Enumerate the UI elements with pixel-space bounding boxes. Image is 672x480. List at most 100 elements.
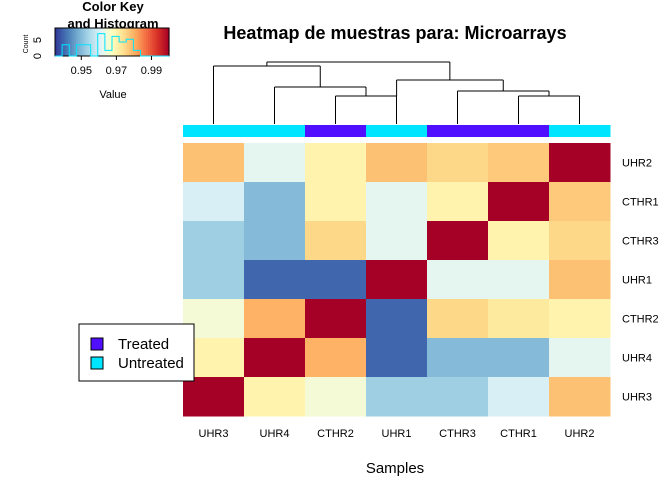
cell-uhr1-uhr3 (183, 260, 245, 300)
row-label-uhr1: UHR1 (622, 275, 652, 287)
color-key-swatch (60, 28, 64, 56)
color-key-swatch (106, 28, 109, 56)
cell-uhr2-uhr4 (244, 143, 306, 183)
color-key-swatch (146, 28, 149, 56)
column-dendrogram (213, 61, 580, 124)
color-key-swatch (85, 28, 88, 56)
cell-cthr3-cthr2 (305, 221, 367, 261)
cell-uhr3-cthr1 (488, 377, 550, 417)
color-key-swatch (153, 28, 157, 56)
color-key-tick-label: 0.95 (71, 65, 92, 77)
color-key-swatch (62, 28, 66, 56)
color-key-swatch (94, 28, 98, 56)
color-key-title-line1: Color Key (82, 0, 144, 14)
color-key-swatch (110, 28, 113, 56)
row-label-cthr3: CTHR3 (622, 236, 659, 248)
cell-cthr2-cthr3 (427, 299, 489, 339)
sample-group-colorbar (183, 125, 611, 137)
heatmap-cells (183, 143, 611, 417)
color-key-swatch (70, 28, 73, 56)
cell-uhr2-uhr3 (183, 143, 245, 183)
row-label-uhr2: UHR2 (622, 158, 652, 170)
row-label-uhr3: UHR3 (622, 392, 652, 404)
cell-cthr3-uhr3 (183, 221, 245, 261)
cell-cthr1-cthr3 (427, 182, 489, 222)
color-key-swatch (72, 28, 75, 56)
color-key-swatch (129, 28, 132, 56)
color-key-swatch (81, 28, 85, 56)
row-label-cthr2: CTHR2 (622, 314, 659, 326)
colorbar-cell-uhr3 (183, 125, 245, 137)
color-key-histogram-line (55, 33, 169, 57)
color-key-swatch (163, 28, 166, 56)
column-label-cthr2: CTHR2 (317, 428, 354, 440)
legend-swatch-treated (90, 337, 104, 351)
cell-uhr3-uhr3 (183, 377, 245, 417)
column-label-cthr3: CTHR3 (439, 428, 476, 440)
color-key-frame (54, 27, 170, 57)
color-key-swatch (77, 28, 81, 56)
color-key-swatch (132, 28, 136, 56)
cell-uhr2-cthr2 (305, 143, 367, 183)
color-key-swatch (115, 28, 119, 56)
color-key-swatch (102, 28, 105, 56)
color-key-swatch (159, 28, 162, 56)
column-label-uhr3: UHR3 (199, 428, 229, 440)
cell-uhr1-cthr1 (488, 260, 550, 300)
color-key-swatch (138, 28, 142, 56)
colorbar-cell-uhr4 (244, 125, 306, 137)
column-labels: UHR3 UHR4 CTHR2 UHR1 CTHR3 CTHR1 UHR2 (199, 428, 595, 440)
color-key-swatch (167, 28, 170, 56)
color-key-swatch (134, 28, 138, 56)
color-key-tick-label: 0.99 (141, 65, 162, 77)
cell-uhr3-uhr1 (366, 377, 428, 417)
color-key-swatch (157, 28, 161, 56)
color-key-y-tick-5: 5 (32, 37, 44, 43)
cell-uhr4-cthr1 (488, 338, 550, 378)
colorbar-cell-uhr1 (366, 125, 428, 137)
color-key-swatch (112, 28, 115, 56)
color-key-swatch (91, 28, 94, 56)
colorbar-cell-cthr3 (427, 125, 489, 137)
chart-title: Heatmap de muestras para: Microarrays (223, 23, 566, 43)
color-key-x-ticks: 0.95 0.97 0.99 (71, 56, 162, 77)
cell-cthr2-cthr1 (488, 299, 550, 339)
color-key-swatch (161, 28, 164, 56)
cell-cthr1-uhr4 (244, 182, 306, 222)
cell-uhr4-uhr2 (549, 338, 611, 378)
cell-uhr4-cthr3 (427, 338, 489, 378)
color-key-swatch (79, 28, 83, 56)
color-key-swatch (151, 28, 155, 56)
color-key-swatch (68, 28, 71, 56)
color-key-swatch (66, 28, 69, 56)
colorbar-cell-cthr1 (488, 125, 550, 137)
color-key-swatch (75, 28, 79, 56)
row-label-cthr1: CTHR1 (622, 197, 659, 209)
legend: Treated Untreated (78, 323, 195, 382)
color-key-swatch (98, 28, 102, 56)
color-key-swatch (55, 28, 58, 56)
color-key-swatch (64, 28, 67, 56)
color-key-x-label: Value (99, 89, 126, 101)
color-key-y-tick-0: 0 (32, 53, 44, 59)
color-key-swatch (93, 28, 96, 56)
color-key-swatch (74, 28, 77, 56)
cell-cthr1-cthr2 (305, 182, 367, 222)
color-key-tick-label: 0.97 (106, 65, 127, 77)
colorbar-cell-cthr2 (305, 125, 367, 137)
color-key-swatch (142, 28, 145, 56)
column-label-uhr1: UHR1 (382, 428, 412, 440)
column-label-cthr1: CTHR1 (500, 428, 537, 440)
cell-cthr3-cthr3 (427, 221, 489, 261)
color-key-swatch (100, 28, 104, 56)
cell-uhr3-cthr3 (427, 377, 489, 417)
color-key-swatch (89, 28, 92, 56)
column-label-uhr2: UHR2 (565, 428, 595, 440)
cell-cthr3-uhr4 (244, 221, 306, 261)
column-label-uhr4: UHR4 (260, 428, 290, 440)
cell-uhr1-uhr1 (366, 260, 428, 300)
color-key-swatch (58, 28, 62, 56)
color-key-swatch (87, 28, 90, 56)
color-key-swatch (127, 28, 130, 56)
